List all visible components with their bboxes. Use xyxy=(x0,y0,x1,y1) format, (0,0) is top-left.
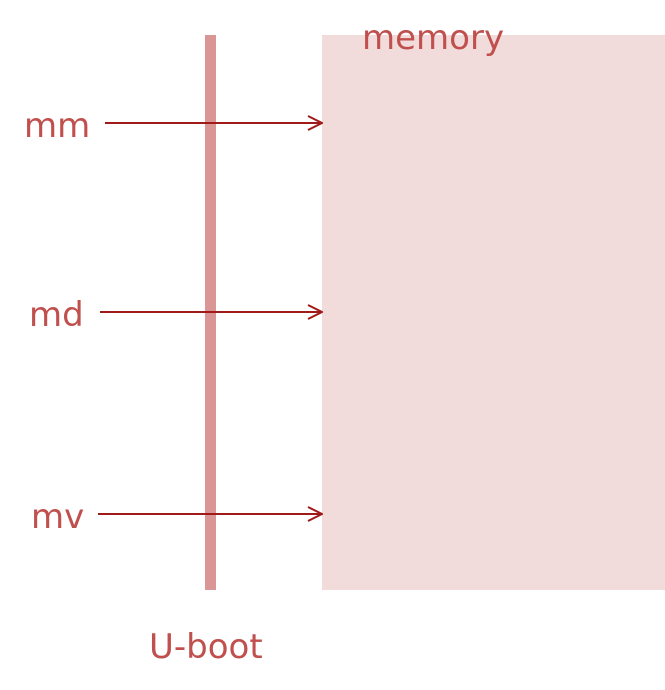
command-label-mm: mm xyxy=(24,106,90,146)
uboot-label: U-boot xyxy=(149,627,263,667)
command-label-mv: mv xyxy=(31,497,84,537)
command-label-md: md xyxy=(29,295,84,335)
memory-block xyxy=(322,35,665,590)
memory-label: memory xyxy=(362,18,504,58)
